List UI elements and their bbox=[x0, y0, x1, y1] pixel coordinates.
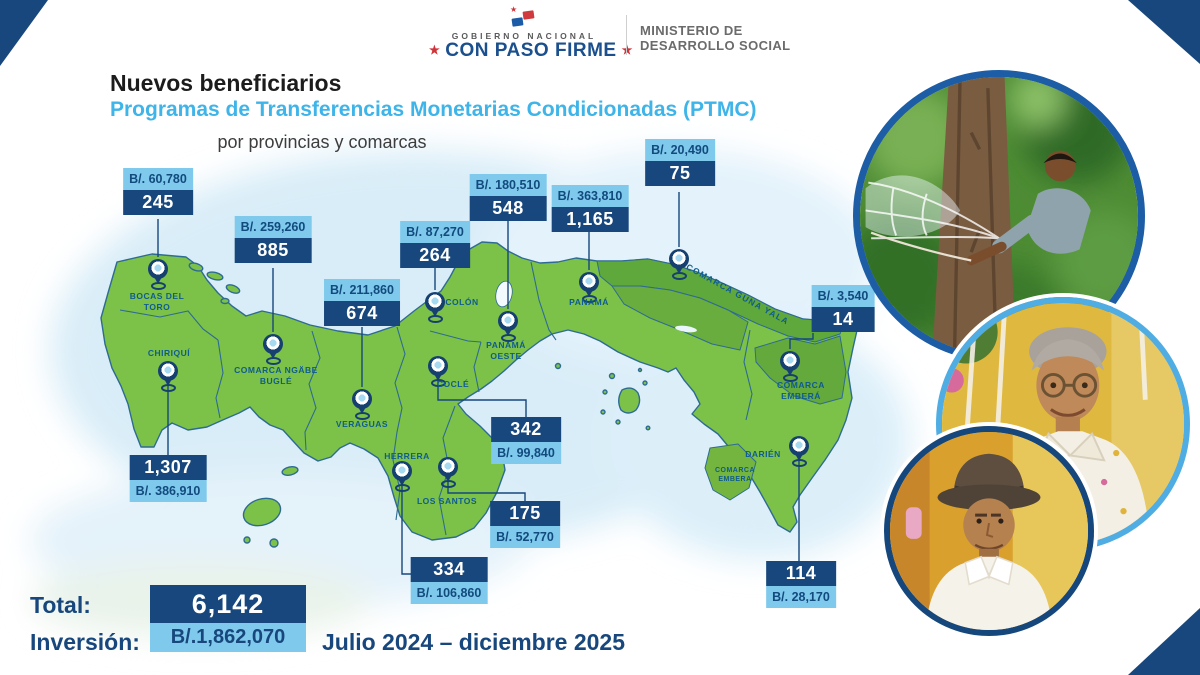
amount-badge: B/. 20,490 bbox=[645, 139, 715, 161]
amount-badge: B/. 180,510 bbox=[469, 174, 547, 196]
amount-badge: B/. 87,270 bbox=[400, 221, 470, 243]
callout-colon: B/. 87,270 264 bbox=[400, 221, 470, 268]
count-badge: 114 bbox=[766, 561, 836, 586]
map-pin-icon bbox=[668, 249, 690, 280]
map-pin-icon bbox=[262, 334, 284, 365]
flag-star-icon: ★ bbox=[510, 5, 518, 14]
region-label-embera-sambu: COMARCA EMBERA bbox=[714, 467, 756, 484]
amount-badge: B/. 363,810 bbox=[551, 185, 629, 207]
map-pin-icon bbox=[157, 361, 179, 392]
page-title: Nuevos beneficiarios bbox=[110, 70, 342, 96]
callout-guna-yala: B/. 20,490 75 bbox=[645, 139, 715, 186]
investment-label: Inversión: bbox=[30, 629, 140, 655]
amount-badge: B/. 52,770 bbox=[490, 526, 560, 548]
callout-ngabe-bugle: B/. 259,260 885 bbox=[234, 216, 312, 263]
amount-badge: B/. 3,540 bbox=[811, 285, 875, 307]
con-paso-firme-label: CON PASO FIRME bbox=[445, 40, 617, 61]
region-label-bocas: BOCAS DEL TORO bbox=[129, 291, 185, 313]
map-pin-icon bbox=[497, 311, 519, 342]
region-label-chiriqui: CHIRIQUÍ bbox=[147, 348, 191, 358]
map-pin-icon bbox=[788, 436, 810, 467]
map-pin-icon bbox=[427, 356, 449, 387]
gobierno-nacional-label: GOBIERNO NACIONAL bbox=[451, 31, 597, 41]
callout-los-santos: 175 B/. 52,770 bbox=[490, 501, 560, 548]
con-paso-firme-logo: ★ CON PASO FIRME ★ bbox=[424, 40, 632, 62]
count-badge: 674 bbox=[324, 301, 400, 326]
callout-chiriqui: 1,307 B/. 386,910 bbox=[129, 455, 207, 502]
region-label-panama: PANAMÁ bbox=[569, 297, 609, 307]
callout-herrera: 334 B/. 106,860 bbox=[410, 557, 488, 604]
region-label-ngabe: COMARCA NGÄBE BUGLÉ bbox=[234, 365, 318, 387]
callout-panama: B/. 363,810 1,165 bbox=[551, 185, 629, 232]
count-badge: 245 bbox=[123, 190, 193, 215]
region-label-colon: COLÓN bbox=[445, 297, 479, 307]
total-value-badge: 6,142 bbox=[150, 585, 306, 623]
count-badge: 14 bbox=[811, 307, 875, 332]
count-badge: 264 bbox=[400, 243, 470, 268]
callout-veraguas: B/. 211,860 674 bbox=[324, 279, 400, 326]
count-badge: 175 bbox=[490, 501, 560, 526]
count-badge: 334 bbox=[410, 557, 488, 582]
photo-elderly-man bbox=[884, 426, 1094, 636]
count-badge: 75 bbox=[645, 161, 715, 186]
map-pin-icon bbox=[391, 461, 413, 492]
ministry-name-line1: MINISTERIO DE bbox=[640, 23, 743, 38]
star-icon: ★ bbox=[429, 43, 441, 57]
period-label: Julio 2024 – diciembre 2025 bbox=[322, 629, 626, 655]
region-label-panama-oeste: PANAMÁ OESTE bbox=[486, 340, 526, 362]
amount-badge: B/. 211,860 bbox=[324, 279, 400, 301]
scope-label: por provincias y comarcas bbox=[217, 132, 427, 152]
investment-value-badge: B/.1,862,070 bbox=[150, 623, 306, 652]
region-label-embera: COMARCA EMBERÁ bbox=[777, 380, 825, 402]
amount-badge: B/. 60,780 bbox=[123, 168, 193, 190]
count-badge: 1,307 bbox=[129, 455, 207, 480]
map-pin-icon bbox=[147, 259, 169, 290]
amount-badge: B/. 106,860 bbox=[410, 582, 488, 604]
amount-badge: B/. 386,910 bbox=[129, 480, 207, 502]
connector-lines bbox=[157, 192, 814, 575]
ministry-name-line2: DESARROLLO SOCIAL bbox=[640, 38, 791, 53]
flag-blue-shape bbox=[511, 17, 524, 27]
amount-badge: B/. 259,260 bbox=[234, 216, 312, 238]
flag-red-shape bbox=[522, 10, 535, 20]
amount-badge: B/. 99,840 bbox=[491, 442, 561, 464]
amount-badge: B/. 28,170 bbox=[766, 586, 836, 608]
star-icon: ★ bbox=[621, 43, 633, 57]
region-label-darien: DARIÉN bbox=[745, 449, 781, 459]
total-label: Total: bbox=[30, 592, 91, 618]
count-badge: 885 bbox=[234, 238, 312, 263]
count-badge: 548 bbox=[469, 196, 547, 221]
callout-darien: 114 B/. 28,170 bbox=[766, 561, 836, 608]
panama-flag-icon: ★ bbox=[510, 5, 538, 28]
page-subtitle: Programas de Transferencias Monetarias C… bbox=[110, 98, 757, 121]
region-label-cocle: COCLÉ bbox=[436, 379, 470, 389]
callout-bocas-del-toro: B/. 60,780 245 bbox=[123, 168, 193, 215]
count-badge: 342 bbox=[491, 417, 561, 442]
callout-cocle: 342 B/. 99,840 bbox=[491, 417, 561, 464]
count-badge: 1,165 bbox=[551, 207, 629, 232]
callout-panama-oeste: B/. 180,510 548 bbox=[469, 174, 547, 221]
map-pin-icon bbox=[779, 351, 801, 382]
region-label-veraguas: VERAGUAS bbox=[335, 419, 389, 429]
callout-embera: B/. 3,540 14 bbox=[811, 285, 875, 332]
region-label-herrera: HERRERA bbox=[384, 451, 430, 461]
map-pin-icon bbox=[351, 389, 373, 420]
map-pin-icon bbox=[578, 272, 600, 303]
header-divider bbox=[626, 15, 627, 55]
map-pin-icon bbox=[437, 457, 459, 488]
map-pin-icon bbox=[424, 292, 446, 323]
region-label-los-santos: LOS SANTOS bbox=[416, 496, 478, 506]
